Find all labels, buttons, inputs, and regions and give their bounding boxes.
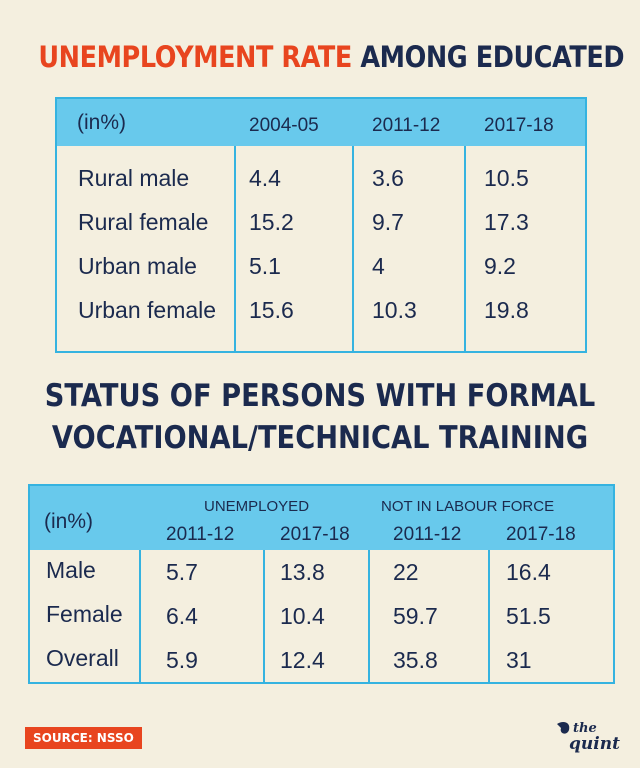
table1-row-label: Rural male (78, 165, 190, 191)
table1-col-divider (464, 146, 466, 351)
title-rest: AMONG EDUCATED (360, 40, 625, 74)
table1-col-divider (352, 146, 354, 351)
table1-cell-value: 10.5 (484, 165, 529, 191)
table2-cell-value: 16.4 (506, 559, 551, 585)
table1-cell-value: 17.3 (484, 209, 529, 235)
table2-col-header: 2011-12 (393, 524, 462, 545)
table1-cell-value: 10.3 (372, 297, 417, 323)
table2-cell-value: 22 (393, 559, 419, 585)
table2-col-divider (263, 550, 265, 682)
title-highlight: UNEMPLOYMENT RATE (38, 40, 352, 74)
table2-row-label: Female (46, 601, 123, 627)
table2-cell-value: 12.4 (280, 647, 325, 673)
table1-cell-value: 3.6 (372, 165, 404, 191)
table2-cell-value: 31 (506, 647, 532, 673)
table2-col-header: 2011-12 (166, 524, 235, 545)
table2-unit-label: (in%) (44, 510, 94, 533)
table2-cell-value: 6.4 (166, 603, 198, 629)
table2-row-label: Overall (46, 645, 119, 671)
table1-col-header: 2004-05 (249, 115, 319, 136)
title-status-line2: VOCATIONAL/TECHNICAL TRAINING (51, 420, 589, 456)
table2-cell-value: 59.7 (393, 603, 438, 629)
title-unemployment-rate: UNEMPLOYMENT RATE AMONG EDUCATED (38, 40, 624, 74)
table1-cell-value: 4.4 (249, 165, 281, 191)
table1-row-label: Rural female (78, 209, 209, 235)
table1-col-header: 2017-18 (484, 115, 554, 136)
table2-header-band (30, 486, 613, 550)
table1-col-divider (234, 146, 236, 351)
quint-logo-icon: the quint (557, 721, 620, 754)
table1-unit-label: (in%) (77, 111, 127, 134)
source-badge: SOURCE: NSSO (25, 727, 142, 749)
table1-cell-value: 4 (372, 253, 385, 279)
table2-col-divider (488, 550, 490, 682)
table2-col-header: 2017-18 (506, 524, 576, 545)
title-status-line1: STATUS OF PERSONS WITH FORMAL (44, 378, 596, 414)
svg-text:the: the (573, 721, 597, 736)
table2-cell-value: 51.5 (506, 603, 551, 629)
table1-cell-value: 9.7 (372, 209, 404, 235)
table1-cell-value: 15.2 (249, 209, 294, 235)
table2-row-label: Male (46, 557, 96, 583)
table2-group-label: NOT IN LABOUR FORCE (381, 498, 555, 515)
table2-cell-value: 10.4 (280, 603, 325, 629)
table1-cell-value: 5.1 (249, 253, 281, 279)
table2-col-header: 2017-18 (280, 524, 350, 545)
table1-cell-value: 19.8 (484, 297, 529, 323)
table2-group-label: UNEMPLOYED (204, 498, 310, 515)
table2-col-divider (139, 550, 141, 682)
table2-cell-value: 5.7 (166, 559, 198, 585)
the-quint-logo: the quint (555, 718, 623, 754)
svg-text:quint: quint (569, 734, 620, 754)
table1-cell-value: 15.6 (249, 297, 294, 323)
vocational-training-table: (in%) UNEMPLOYED NOT IN LABOUR FORCE 2011-1… (28, 484, 615, 684)
table1-row-label: Urban male (78, 253, 197, 279)
unemployment-table: (in%) 2004-05 2011-12 2017-18 Rural male 4.4 3… (55, 97, 587, 353)
table2-cell-value: 5.9 (166, 647, 198, 673)
table2-cell-value: 13.8 (280, 559, 325, 585)
table1-header-band (57, 99, 585, 146)
table1-row-label: Urban female (78, 297, 217, 323)
table1-cell-value: 9.2 (484, 253, 516, 279)
table2-cell-value: 35.8 (393, 647, 438, 673)
table2-col-divider (368, 550, 370, 682)
table1-col-header: 2011-12 (372, 115, 441, 136)
